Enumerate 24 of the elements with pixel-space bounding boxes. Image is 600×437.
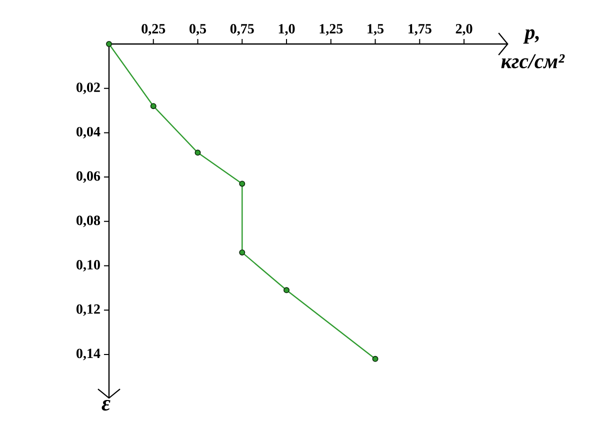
point	[106, 41, 112, 47]
point	[239, 249, 246, 256]
x-tick-label: 1,5	[368, 24, 384, 36]
x-axis-title: p, кгс/см²	[501, 29, 565, 68]
y-tick-label: 0,10	[76, 260, 100, 272]
x-tick-label: 1,25	[320, 24, 343, 36]
y-tick-label: 0,08	[76, 216, 100, 228]
y-tick-label: 0,02	[76, 82, 100, 94]
x-tick-label: 1,75	[408, 24, 432, 36]
y-tick-label: 0,14	[76, 348, 100, 360]
point	[239, 180, 246, 187]
x-tick-label: 0,5	[190, 24, 206, 36]
x-tick-label: 0,25	[142, 24, 166, 36]
y-tick-label: 0,06	[76, 171, 100, 183]
y-axis-title: ε	[102, 400, 110, 411]
y-tick-label: 0,12	[76, 304, 100, 316]
point	[284, 287, 290, 294]
point	[372, 356, 378, 362]
x-tick-label: 2,0	[456, 24, 472, 36]
point	[150, 103, 156, 110]
point	[194, 150, 201, 156]
x-tick-label: 0,75	[230, 24, 254, 36]
x-tick-label: 1,0	[278, 24, 295, 36]
y-tick-label: 0,04	[76, 126, 100, 138]
